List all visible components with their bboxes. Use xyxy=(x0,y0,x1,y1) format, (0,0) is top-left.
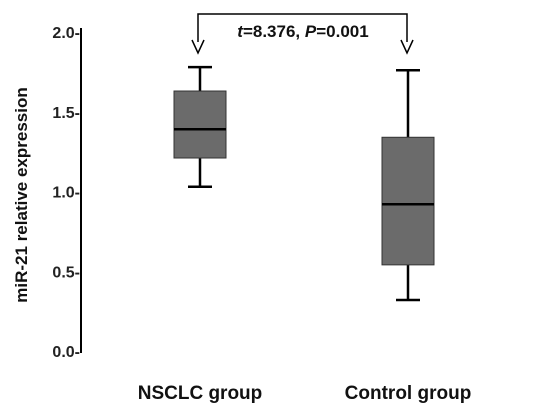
y-axis-title: miR-21 relative expression xyxy=(12,87,31,302)
category-label: Control group xyxy=(345,383,472,404)
box-nsclc xyxy=(173,65,227,188)
y-tick-labels: 0.0- 0.5- 1.0- 1.5- 2.0- xyxy=(52,25,80,361)
y-tick-label: 1.5- xyxy=(52,105,80,122)
bracket-line xyxy=(197,13,408,42)
box-iqr xyxy=(173,90,227,159)
bracket-arrow-left xyxy=(191,39,205,55)
y-tick-label: 0.5- xyxy=(52,264,80,281)
category-label: NSCLC group xyxy=(138,383,263,404)
bracket-arrow-right xyxy=(400,39,414,55)
p-label: P xyxy=(305,22,317,41)
y-tick-label: 2.0- xyxy=(52,25,80,42)
t-label: t xyxy=(237,22,244,41)
category-labels: NSCLC group Control group xyxy=(138,383,472,404)
y-tick-label: 0.0- xyxy=(52,344,80,361)
t-value: =8.376, xyxy=(243,22,305,41)
significance-annotation: t=8.376, P=0.001 xyxy=(237,22,368,41)
box-control xyxy=(381,69,435,302)
box-iqr xyxy=(381,136,435,266)
significance-bracket: t=8.376, P=0.001 xyxy=(191,13,414,55)
p-value: =0.001 xyxy=(316,22,368,41)
boxes xyxy=(173,65,435,302)
y-tick-label: 1.0- xyxy=(52,185,80,202)
